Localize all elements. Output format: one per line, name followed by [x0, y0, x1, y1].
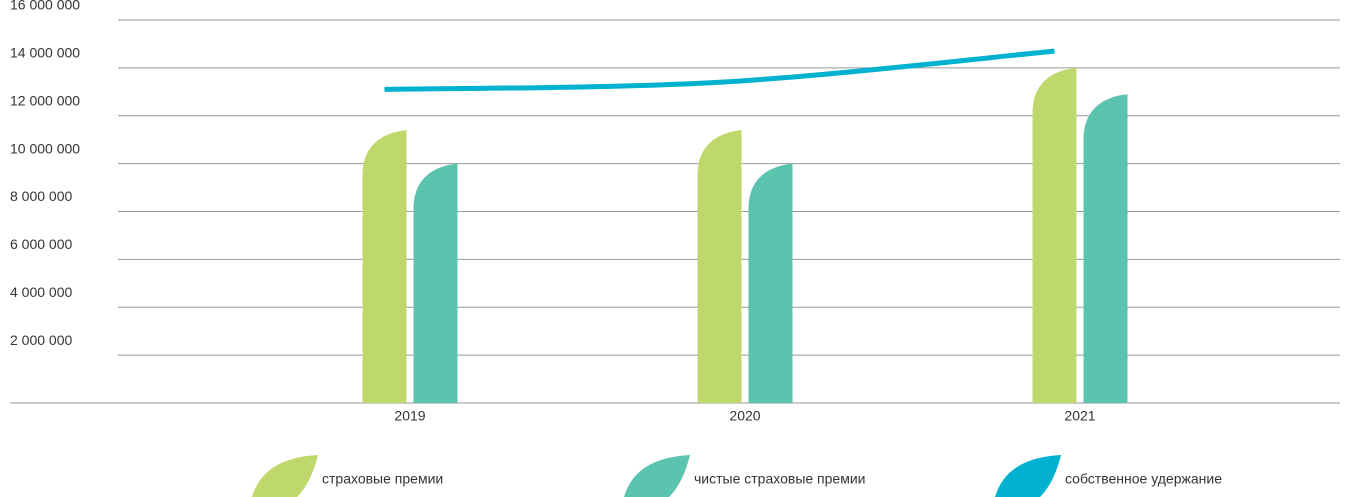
y-tick-label: 16 000 000 — [10, 0, 80, 13]
legend-swatch — [624, 455, 690, 497]
x-tick-label: 2020 — [729, 408, 760, 424]
legend-label: собственное удержание — [1065, 471, 1222, 487]
line — [384, 48, 1055, 92]
legend-label: страховые премии — [322, 471, 443, 487]
bar — [1083, 94, 1128, 404]
y-tick-label: 6 000 000 — [10, 236, 72, 252]
y-tick-label: 10 000 000 — [10, 140, 80, 156]
bar — [697, 130, 742, 404]
x-tick-label: 2021 — [1064, 408, 1095, 424]
bar — [1032, 67, 1077, 403]
bar — [413, 163, 458, 403]
bar — [748, 163, 793, 403]
y-tick-label: 4 000 000 — [10, 284, 72, 300]
x-tick-label: 2019 — [394, 408, 425, 424]
legend-swatch — [252, 455, 318, 497]
y-tick-label: 14 000 000 — [10, 45, 80, 61]
bar — [362, 130, 407, 404]
legend-swatch — [995, 455, 1061, 497]
y-tick-label: 8 000 000 — [10, 188, 72, 204]
y-tick-label: 12 000 000 — [10, 92, 80, 108]
legend-label: чистые страховые премии — [694, 471, 865, 487]
y-tick-label: 2 000 000 — [10, 332, 72, 348]
